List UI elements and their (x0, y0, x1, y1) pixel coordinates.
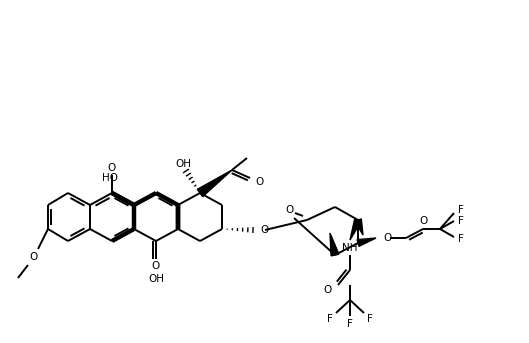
Text: O: O (419, 216, 427, 226)
Text: F: F (458, 216, 464, 226)
Polygon shape (330, 233, 339, 256)
Text: O: O (286, 205, 294, 215)
Text: F: F (367, 314, 373, 324)
Text: O: O (324, 285, 332, 295)
Polygon shape (350, 219, 361, 240)
Polygon shape (354, 219, 363, 235)
Polygon shape (357, 238, 376, 246)
Text: OH: OH (148, 274, 164, 284)
Text: O: O (383, 233, 391, 243)
Text: O: O (260, 225, 268, 235)
Text: OH: OH (175, 159, 191, 169)
Text: O: O (256, 177, 264, 187)
Text: HO: HO (102, 173, 118, 183)
Text: O: O (108, 163, 116, 173)
Text: O: O (29, 252, 37, 262)
Text: NH: NH (342, 243, 358, 253)
Text: F: F (458, 234, 464, 244)
Text: O: O (152, 261, 160, 271)
Polygon shape (197, 170, 232, 197)
Text: F: F (327, 314, 333, 324)
Text: F: F (347, 319, 353, 329)
Text: F: F (458, 205, 464, 215)
